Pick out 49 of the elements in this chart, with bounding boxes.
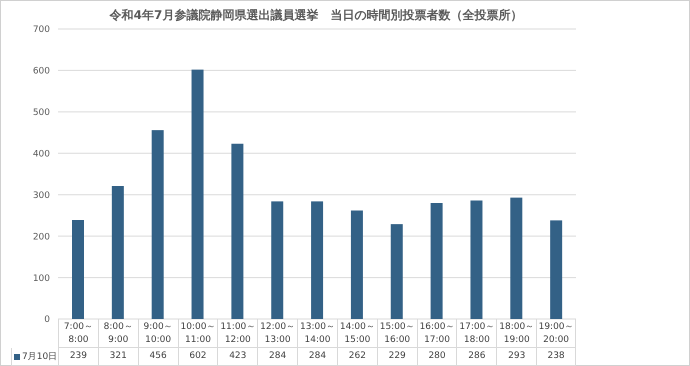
data-label: 239 [58, 348, 98, 366]
bar [470, 200, 482, 319]
bar [510, 198, 522, 319]
x-tick-label: 15:00～16:00 [378, 321, 417, 347]
y-tick-label: 500 [32, 108, 50, 118]
data-label: 602 [178, 348, 218, 366]
x-tick-label: 17:00～18:00 [457, 321, 496, 347]
y-tick-label: 300 [32, 190, 50, 201]
x-tick-label: 13:00～14:00 [298, 321, 337, 347]
data-label: 262 [336, 348, 377, 366]
x-tick-label: 11:00～12:00 [218, 321, 258, 347]
data-label: 321 [98, 348, 138, 366]
data-label: 293 [496, 348, 536, 366]
data-label: 456 [138, 348, 178, 366]
bar [430, 203, 443, 319]
x-tick-label: 16:00～17:00 [418, 321, 456, 347]
bar [390, 224, 403, 319]
x-tick-label: 7:00～8:00 [59, 321, 98, 347]
x-tick-label: 12:00～13:00 [258, 321, 298, 347]
x-tick-label: 10:00～11:00 [178, 321, 218, 347]
data-label: 423 [217, 348, 258, 366]
bar [550, 220, 562, 319]
y-tick-label: 200 [32, 232, 50, 242]
bar [192, 70, 204, 319]
data-label: 284 [257, 348, 298, 366]
legend-label: 7月10日 [22, 351, 58, 363]
y-tick-label: 600 [32, 66, 50, 77]
x-tick-label: 14:00～15:00 [338, 321, 377, 347]
bar [72, 220, 84, 319]
x-tick-label: 19:00～20:00 [537, 321, 575, 347]
chart-title: 令和4年7月参議院静岡県選出議員選挙 当日の時間別投票者数（全投票所） [108, 7, 524, 24]
bar [112, 186, 124, 319]
bar [271, 201, 284, 319]
bar [350, 210, 363, 319]
y-tick-label: 0 [44, 315, 50, 326]
data-label: 238 [536, 348, 576, 366]
data-label: 286 [456, 348, 496, 366]
x-tick-label: 8:00～9:00 [98, 321, 138, 347]
data-label: 284 [297, 348, 337, 366]
data-label: 280 [416, 348, 456, 366]
data-label: 229 [376, 348, 417, 366]
y-tick-label: 700 [32, 25, 50, 36]
y-tick-label: 400 [32, 149, 50, 160]
x-tick-label: 18:00～19:00 [497, 321, 536, 347]
x-tick-label: 9:00～10:00 [138, 321, 178, 347]
bar [231, 144, 244, 319]
bar [311, 201, 324, 319]
bar [152, 130, 164, 319]
y-tick-label: 100 [32, 274, 50, 284]
